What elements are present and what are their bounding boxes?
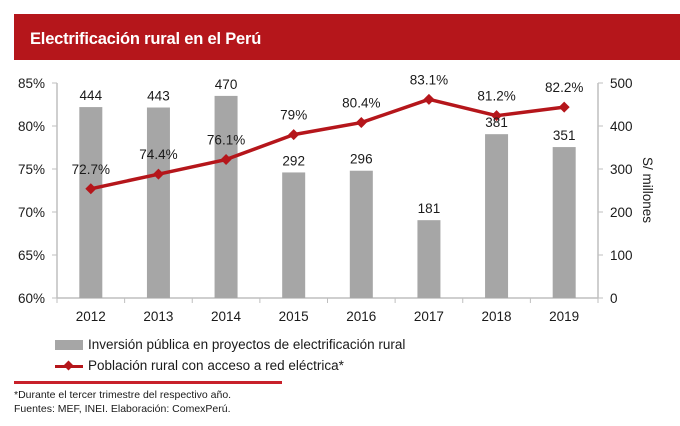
right-tick-label: 0 bbox=[610, 291, 618, 306]
bar-value-label: 444 bbox=[80, 88, 103, 103]
x-tick-label: 2015 bbox=[279, 309, 309, 324]
bar-value-label: 351 bbox=[553, 128, 576, 143]
left-tick-label: 60% bbox=[18, 291, 45, 306]
title-banner bbox=[14, 14, 680, 60]
line-value-label: 81.2% bbox=[477, 89, 515, 104]
x-tick-label: 2018 bbox=[482, 309, 512, 324]
right-tick-label: 100 bbox=[610, 248, 633, 263]
bar bbox=[214, 95, 238, 299]
line-series bbox=[90, 97, 565, 191]
bar bbox=[79, 107, 103, 298]
x-tick-label: 2019 bbox=[549, 309, 579, 324]
x-tick-label: 2014 bbox=[211, 309, 242, 324]
source-note: Fuentes: MEF, INEI. Elaboración: ComexPe… bbox=[14, 402, 231, 415]
bar-value-label: 381 bbox=[485, 115, 508, 130]
line-value-label: 82.2% bbox=[545, 80, 583, 95]
left-tick-label: 75% bbox=[18, 162, 45, 177]
x-tick-label: 2016 bbox=[346, 309, 376, 324]
right-tick-label: 300 bbox=[610, 162, 633, 177]
x-tick-label: 2012 bbox=[76, 309, 106, 324]
legend-item-bar: Inversión pública en proyectos de electr… bbox=[55, 334, 405, 355]
line-value-label: 72.7% bbox=[72, 162, 110, 177]
legend-line-label: Población rural con acceso a red eléctri… bbox=[88, 358, 344, 373]
chart-title: Electrificación rural en el Perú bbox=[30, 30, 262, 48]
line-value-label: 79% bbox=[280, 108, 307, 123]
left-tick-label: 80% bbox=[18, 119, 45, 134]
right-tick-label: 500 bbox=[610, 76, 633, 91]
bar bbox=[417, 220, 441, 298]
bar bbox=[485, 134, 509, 298]
bar bbox=[552, 147, 576, 298]
bar bbox=[282, 172, 306, 298]
left-tick-label: 65% bbox=[18, 248, 45, 263]
right-tick-label: 400 bbox=[610, 119, 633, 134]
left-tick-label: 85% bbox=[18, 76, 45, 91]
legend-item-line: Población rural con acceso a red eléctri… bbox=[55, 355, 405, 376]
legend: Inversión pública en proyectos de electr… bbox=[55, 334, 405, 376]
x-tick-label: 2013 bbox=[143, 309, 173, 324]
legend-bar-label: Inversión pública en proyectos de electr… bbox=[88, 337, 406, 352]
right-tick-label: 200 bbox=[610, 205, 633, 220]
line-marker bbox=[355, 117, 367, 129]
x-tick-label: 2017 bbox=[414, 309, 444, 324]
line-marker bbox=[220, 154, 232, 166]
line-marker bbox=[491, 110, 503, 122]
line-marker bbox=[423, 93, 435, 105]
bar bbox=[146, 107, 170, 298]
legend-line-swatch bbox=[55, 360, 83, 372]
line-marker bbox=[288, 129, 300, 141]
line-marker bbox=[558, 101, 570, 113]
footnote: *Durante el tercer trimestre del respect… bbox=[14, 389, 232, 401]
footer-divider bbox=[14, 381, 282, 384]
right-axis-title: S/ millones bbox=[640, 157, 655, 223]
bar-value-label: 470 bbox=[215, 77, 238, 92]
bar bbox=[349, 170, 373, 298]
left-tick-label: 70% bbox=[18, 205, 45, 220]
line-value-label: 80.4% bbox=[342, 96, 380, 111]
line-value-label: 74.4% bbox=[139, 147, 177, 162]
bar-value-label: 296 bbox=[350, 152, 373, 167]
bar-value-label: 181 bbox=[418, 201, 441, 216]
bar-value-label: 443 bbox=[147, 89, 170, 104]
line-marker bbox=[152, 168, 164, 180]
legend-bar-swatch bbox=[55, 339, 83, 350]
footnotes: *Durante el tercer trimestre del respect… bbox=[14, 389, 231, 416]
bar-value-label: 292 bbox=[282, 153, 305, 168]
line-marker bbox=[85, 183, 97, 195]
line-value-label: 76.1% bbox=[207, 133, 245, 148]
line-value-label: 83.1% bbox=[410, 72, 448, 87]
